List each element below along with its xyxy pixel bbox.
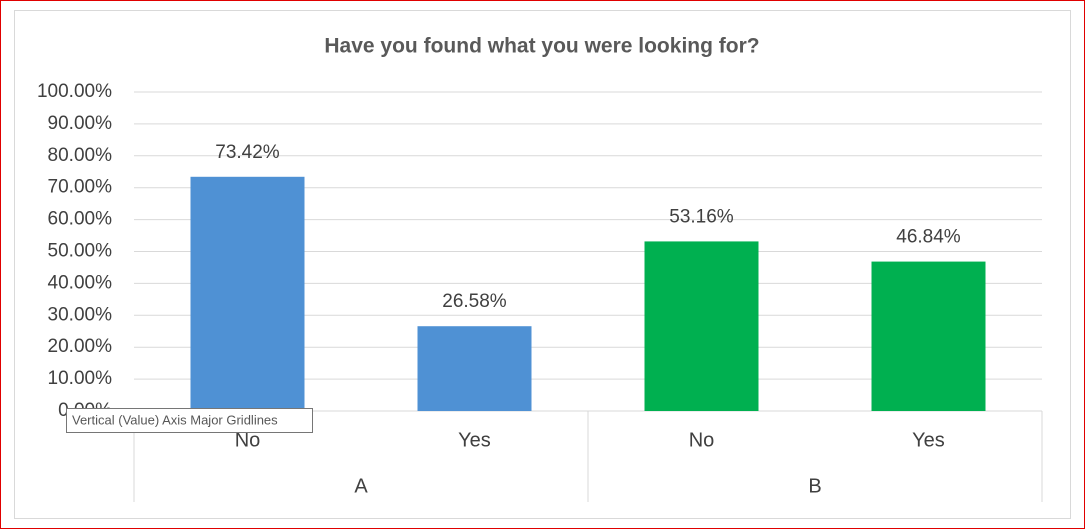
chart-area — [14, 10, 1071, 519]
y-tick-label: 90.00% — [48, 113, 113, 134]
y-tick-label: 100.00% — [37, 81, 112, 102]
chart-title: Have you found what you were looking for… — [324, 35, 759, 58]
x-tick-label: Yes — [912, 429, 945, 451]
y-tick-label: 20.00% — [48, 336, 113, 357]
y-tick-label: 40.00% — [48, 272, 113, 293]
value-label: 46.84% — [896, 227, 961, 248]
y-tick-label: 10.00% — [48, 368, 113, 389]
bar — [417, 326, 532, 411]
y-tick-label: 80.00% — [48, 145, 113, 166]
tooltip-text: Vertical (Value) Axis Major Gridlines — [72, 412, 278, 427]
tooltip-box — [66, 408, 313, 433]
group-label: B — [808, 475, 821, 497]
x-tick-label: No — [689, 429, 715, 451]
y-tick-label: 70.00% — [48, 177, 113, 198]
value-label: 53.16% — [669, 206, 734, 227]
x-tick-label: No — [235, 429, 261, 451]
bar — [644, 241, 759, 411]
y-tick-label: 30.00% — [48, 304, 113, 325]
value-label: 73.42% — [215, 142, 280, 163]
y-tick-label: 50.00% — [48, 241, 113, 262]
bar — [190, 176, 305, 411]
group-label: A — [354, 475, 368, 497]
value-label: 26.58% — [442, 291, 507, 312]
x-tick-label: Yes — [458, 429, 491, 451]
y-tick-label: 60.00% — [48, 209, 113, 230]
bar — [871, 261, 986, 411]
